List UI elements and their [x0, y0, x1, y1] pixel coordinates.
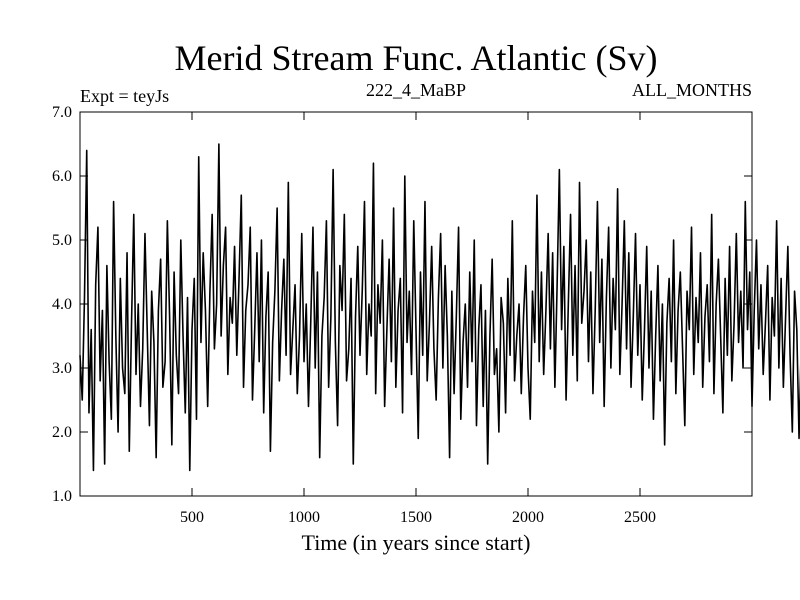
y-tick-label: 4.0 [52, 296, 72, 313]
x-tick-label: 1500 [400, 509, 432, 526]
y-tick-label: 2.0 [52, 424, 72, 441]
x-axis-ticks: 500 1000 1500 2000 2500 [180, 112, 656, 526]
x-tick-label: 2000 [512, 509, 544, 526]
y-tick-label: 1.0 [52, 488, 72, 505]
series-line [79, 143, 800, 472]
plot-frame [79, 111, 753, 497]
y-tick-label: 3.0 [52, 360, 72, 377]
x-tick-label: 500 [180, 509, 204, 526]
x-tick-label: 2500 [624, 509, 656, 526]
months-label: ALL_MONTHS [632, 80, 752, 100]
y-axis-ticks: 1.0 2.0 3.0 4.0 5.0 6.0 7.0 [52, 104, 752, 505]
experiment-label: Expt = teyJs [80, 86, 169, 106]
y-tick-label: 5.0 [52, 232, 72, 249]
run-label: 222_4_MaBP [366, 80, 466, 100]
x-axis-label: Time (in years since start) [302, 530, 531, 555]
chart-title: Merid Stream Func. Atlantic (Sv) [175, 38, 658, 78]
y-tick-label: 7.0 [52, 104, 72, 121]
x-tick-label: 1000 [288, 509, 320, 526]
y-tick-label: 6.0 [52, 168, 72, 185]
